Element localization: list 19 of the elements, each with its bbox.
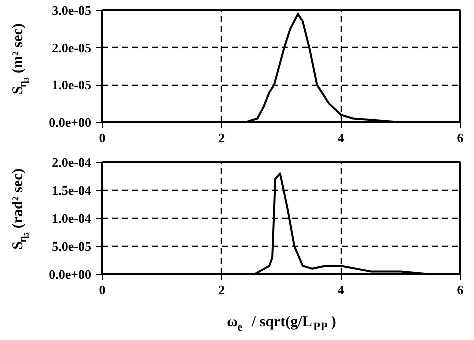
y-axis-title: Sη₅ (rad² sec): [10, 168, 30, 250]
x-tick-label: 2: [218, 282, 226, 298]
x-tick-label: 6: [457, 282, 464, 298]
y-axis-title: Sη₃ (m² sec): [10, 24, 30, 95]
y-tick-label: 2.0e-05: [52, 40, 92, 56]
y-tick-label: 2.0e-04: [52, 155, 92, 170]
x-tick-label: 4: [338, 130, 345, 146]
y-tick-label: 3.0e-05: [52, 3, 92, 18]
x-tick-label: 2: [218, 130, 226, 146]
x-tick-label: 0: [99, 282, 106, 298]
y-tick-label: 0.0e+00: [49, 267, 92, 282]
y-tick-label: 1.0e-05: [52, 78, 92, 93]
y-tick-label: 5.0e-05: [52, 239, 92, 254]
x-tick-label: 4: [338, 282, 345, 298]
y-tick-label: 1.0e-04: [52, 211, 92, 226]
y-tick-label: 1.5e-04: [52, 183, 92, 198]
y-tick-label: 0.0e+00: [49, 115, 92, 130]
x-tick-label: 6: [457, 130, 464, 146]
x-tick-label: 0: [99, 130, 106, 146]
